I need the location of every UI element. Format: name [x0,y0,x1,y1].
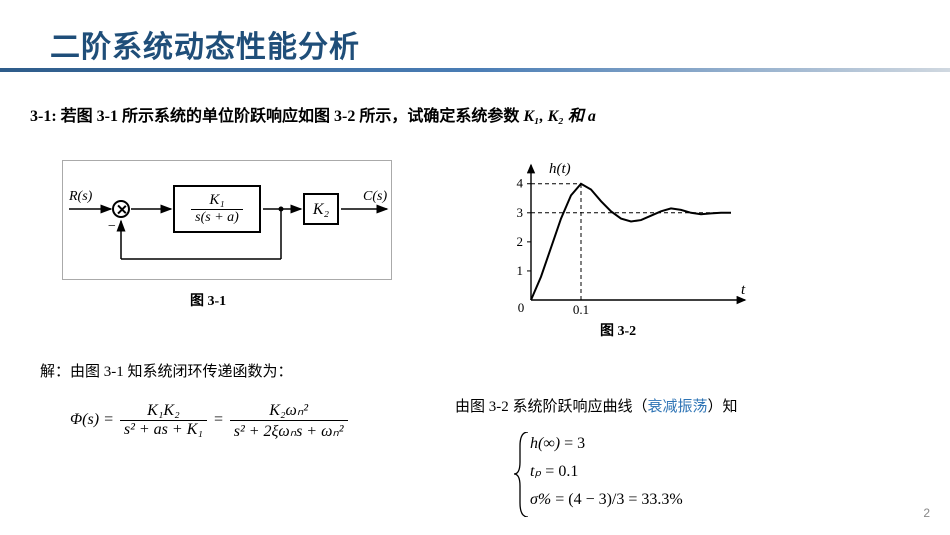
svg-text:2: 2 [517,234,524,249]
svg-text:0: 0 [518,300,525,315]
svg-text:4: 4 [517,176,524,191]
r1-rhs: = 3 [564,435,585,452]
r3-lhs: σ% [530,491,551,508]
tf-f2-num: K₂ωₙ² [230,400,348,421]
sol2-suffix: ）知 [708,399,738,415]
svg-text:0.1: 0.1 [573,302,589,317]
svg-text:3: 3 [517,205,524,220]
title-rule [0,68,950,72]
problem-params: K₁, K₂ 和 a [523,108,596,125]
svg-text:h(t): h(t) [549,161,571,177]
step-chart-svg: 0 1 2 3 4 0.1 h(t) t [495,155,755,320]
r3-rhs: = (4 − 3)/3 = 33.3% [555,491,683,508]
svg-text:t: t [741,282,746,298]
sol2-highlight: 衰减振荡 [648,399,708,415]
solution-text-1: 解：由图 3-1 知系统闭环传递函数为： [40,360,293,381]
figure2-caption: 图 3-2 [600,320,636,340]
tf-f2-den: s² + 2ξωₙs + ωₙ² [230,421,348,441]
page-title: 二阶系统动态性能分析 [50,22,360,66]
r2-rhs: = 0.1 [545,463,578,480]
problem-statement: 3-1: 若图 3-1 所示系统的单位阶跃响应如图 3-2 所示，试确定系统参数… [30,102,596,126]
gain-block: K₂ [303,193,339,225]
transfer-function: Φ(s) = K₁K₂ s² + as + K₁ = K₂ωₙ² s² + 2ξ… [70,400,350,441]
sol2-prefix: 由图 3-2 系统阶跃响应曲线（ [455,399,648,415]
solution-text-2: 由图 3-2 系统阶跃响应曲线（衰减振荡）知 [455,395,738,416]
tf-lhs: Φ(s) = [70,411,114,428]
results-block: h(∞) = 3 tₚ = 0.1 σ% = (4 − 3)/3 = 33.3% [530,430,683,514]
block-diagram: R(s) C(s) − K₁ s(s + a) K₂ [62,160,392,280]
plant-block: K₁ s(s + a) [173,185,261,233]
tf-f1-num: K₁K₂ [120,402,207,421]
step-response-chart: 0 1 2 3 4 0.1 h(t) t [495,155,755,320]
figure1-caption: 图 3-1 [190,290,226,310]
problem-text: 3-1: 若图 3-1 所示系统的单位阶跃响应如图 3-2 所示，试确定系统参数 [30,108,523,125]
svg-text:1: 1 [517,263,524,278]
brace-icon [514,432,532,517]
tf-eq: = [213,411,224,428]
page-number: 2 [923,506,930,520]
tf-f1-den: s² + as + K₁ [120,421,207,439]
plant-den: s(s + a) [191,210,243,226]
r1-lhs: h(∞) [530,435,560,452]
plant-num: K₁ [191,192,243,210]
minus-sign: − [107,219,116,235]
summing-junction [112,200,130,218]
gain-label: K₂ [313,201,329,218]
